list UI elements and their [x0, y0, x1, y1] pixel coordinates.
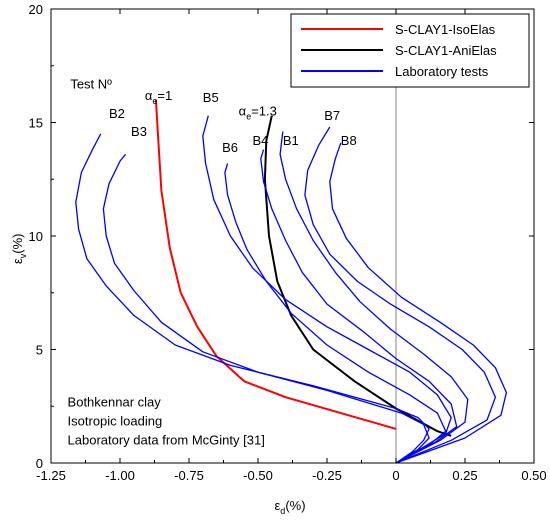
- note-line: Laboratory data from McGinty [31]: [68, 432, 265, 447]
- series-label-b3: B3: [131, 124, 147, 139]
- legend-entry-label: Laboratory tests: [395, 64, 489, 79]
- y-tick-label: 20: [29, 2, 43, 17]
- legend-entry-label: S-CLAY1-AniElas: [395, 43, 497, 58]
- note-line: Bothkennar clay: [68, 394, 162, 409]
- y-tick-label: 0: [36, 456, 43, 471]
- legend-entry-label: S-CLAY1-IsoElas: [395, 22, 496, 37]
- y-tick-label: 15: [29, 116, 43, 131]
- series-line-b4: [260, 149, 458, 464]
- series-line-b1: [279, 131, 469, 464]
- x-tick-label: 0: [392, 468, 399, 483]
- series-line-b8: [329, 142, 508, 464]
- annotation-note: Bothkennar clay Isotropic loading Laborato…: [68, 394, 265, 447]
- series-line-b7: [304, 126, 497, 464]
- y-tick-label: 10: [29, 229, 43, 244]
- x-tick-label: -0.50: [243, 468, 273, 483]
- y-tick-label: 5: [36, 343, 43, 358]
- series-line-b6: [224, 163, 447, 464]
- test-number-header: Test Nº: [70, 76, 112, 91]
- series-line-s-clay1-isoelas: [154, 99, 397, 430]
- y-axis-label: εv(%): [10, 233, 28, 264]
- series-line-b3: [102, 153, 430, 464]
- x-tick-label: -0.75: [174, 468, 204, 483]
- legend: S-CLAY1-IsoElas S-CLAY1-AniElas Laboratory…: [290, 13, 530, 88]
- x-tick-label: 0.25: [452, 468, 477, 483]
- series-line-s-clay1-anielas: [263, 115, 452, 437]
- x-tick-label: -1.00: [105, 468, 135, 483]
- x-tick-label: -0.25: [312, 468, 342, 483]
- series-label-b8: B8: [341, 133, 357, 148]
- series-label-b7: B7: [324, 108, 340, 123]
- x-axis-label: εd(%): [275, 498, 306, 516]
- x-tick-label: 0.50: [521, 468, 546, 483]
- series-label-b6: B6: [222, 140, 238, 155]
- note-line: Isotropic loading: [68, 413, 163, 428]
- series-label-b4: B4: [252, 133, 268, 148]
- alpha-e-1-label: αe=1: [145, 88, 172, 106]
- series-label-b1: B1: [283, 133, 299, 148]
- series-label-b2: B2: [109, 106, 125, 121]
- series-label-b5: B5: [203, 90, 219, 105]
- x-tick-label: -1.25: [36, 468, 66, 483]
- series-line-b5: [202, 115, 452, 464]
